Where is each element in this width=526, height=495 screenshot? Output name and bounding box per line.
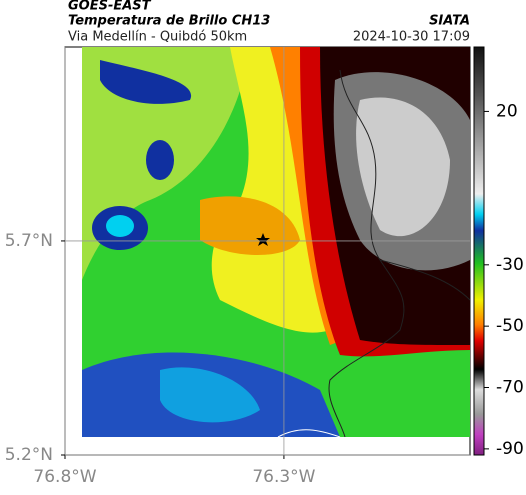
satellite: GOES-EAST	[68, 0, 152, 14]
satellite-image	[82, 47, 470, 437]
colorbar	[473, 46, 485, 456]
lat-tick-label: 5.2°N	[5, 445, 53, 465]
colorbar-tick-label: -90	[496, 439, 524, 459]
city-marker	[256, 233, 270, 246]
colorbar-tick-label: -50	[496, 316, 524, 336]
lon-tick-label: 76.3°W	[252, 467, 315, 487]
route: Via Medellín - Quibdó 50km	[68, 30, 247, 45]
colorbar-tick-label: 20	[496, 101, 518, 121]
datetime: 2024-10-30 17:09	[353, 30, 470, 45]
colorbar-tick-label: -30	[496, 255, 524, 275]
source: SIATA	[429, 14, 470, 29]
colorbar-tick-label: -70	[496, 378, 524, 398]
lon-tick-label: 76.8°W	[33, 467, 96, 487]
lat-tick-label: 5.7°N	[5, 231, 53, 251]
product: Temperatura de Brillo CH13	[68, 14, 270, 29]
